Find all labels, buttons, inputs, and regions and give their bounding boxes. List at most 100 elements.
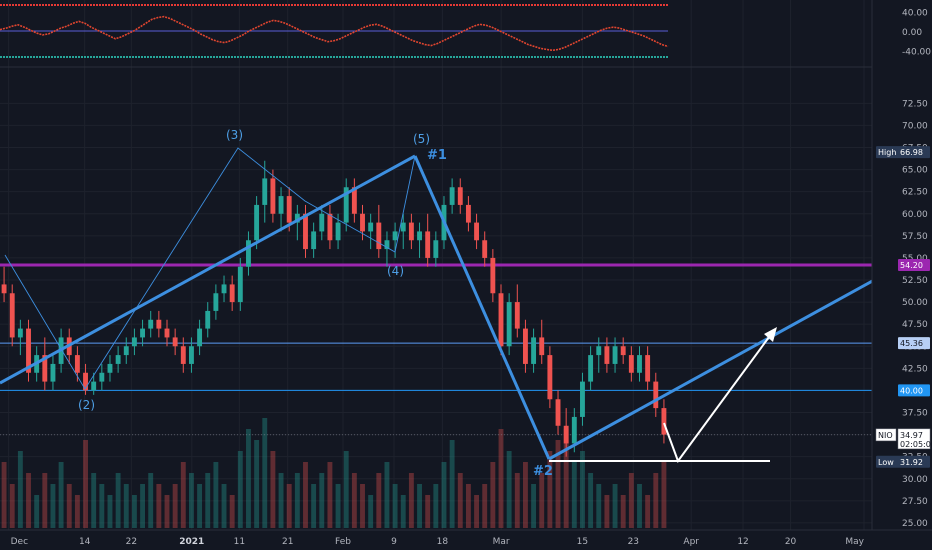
candle-body-55: [449, 187, 455, 205]
badge-high-label: High: [878, 148, 896, 157]
volume-bar-12: [99, 484, 105, 528]
volume-bar-38: [311, 484, 317, 528]
candle-body-5: [42, 355, 48, 382]
volume-bar-71: [580, 451, 585, 528]
candle-body-18: [148, 319, 154, 329]
volume-bar-53: [433, 484, 439, 528]
candle-body-80: [653, 381, 659, 409]
candle-body-22: [180, 346, 186, 364]
time-tick-11: 11: [234, 537, 245, 547]
volume-bar-40: [327, 462, 333, 528]
candle-body-33: [270, 178, 276, 214]
candle-body-48: [392, 231, 398, 241]
badge-level-40-00-bg: [898, 384, 930, 397]
time-tick-May: May: [845, 537, 864, 547]
candle-body-71: [580, 381, 585, 417]
trendline-falling: [413, 155, 551, 460]
time-tick-23: 23: [628, 537, 639, 547]
candle-body-44: [360, 213, 365, 232]
volume-bar-7: [58, 462, 64, 528]
candle-body-39: [319, 213, 325, 232]
volume-bar-79: [645, 495, 651, 528]
volume-bar-80: [653, 473, 659, 528]
volume-bar-46: [376, 473, 382, 528]
volume-bar-74: [604, 495, 610, 528]
volume-bar-2: [17, 451, 23, 528]
candle-body-42: [343, 187, 349, 223]
volume-bar-54: [441, 462, 447, 528]
candle-body-59: [482, 240, 488, 258]
volume-bar-34: [278, 473, 284, 528]
oscillator-panel: [0, 4, 669, 58]
volume-bar-39: [319, 473, 325, 528]
volume-bar-56: [457, 473, 463, 528]
projection-arrowhead: [764, 327, 777, 342]
candle-body-64: [522, 328, 528, 364]
volume-bar-24: [197, 484, 203, 528]
candle-body-58: [474, 222, 480, 241]
volume-bar-76: [620, 495, 626, 528]
volume-bar-8: [66, 484, 72, 528]
price-tick-8: 52.50: [902, 276, 928, 286]
time-tick-14: 14: [79, 537, 91, 547]
candle-body-25: [205, 310, 211, 329]
volume-bar-44: [360, 484, 365, 528]
candle-body-75: [612, 346, 618, 364]
wave-label-2: (2): [78, 398, 95, 412]
volume-bar-61: [498, 429, 504, 528]
volume-bar-5: [42, 473, 48, 528]
candle-body-13: [107, 363, 113, 373]
volume-bar-17: [140, 484, 146, 528]
volume-bar-9: [74, 495, 80, 528]
time-tick-21: 21: [282, 537, 293, 547]
candle-body-23: [188, 346, 194, 364]
volume-bar-22: [180, 462, 186, 528]
volume-bar-65: [531, 484, 537, 528]
price-tick-0: 72.50: [902, 99, 928, 109]
volume-bar-28: [229, 495, 235, 528]
volume-bar-3: [26, 473, 31, 528]
time-tick-Dec: Dec: [11, 537, 28, 547]
price-tick-9: 50.00: [902, 298, 928, 308]
volume-bar-16: [131, 495, 137, 528]
candle-body-50: [408, 222, 414, 241]
osc-tick-1: 0.00: [902, 28, 922, 38]
volume-bar-66: [539, 473, 545, 528]
candle-body-66: [539, 337, 545, 356]
volume-bar-57: [465, 484, 471, 528]
candle-body-37: [303, 213, 308, 250]
volume-bar-0: [1, 462, 7, 528]
candle-body-78: [637, 355, 642, 373]
volume-bar-52: [425, 495, 431, 528]
volume-bar-48: [392, 484, 398, 528]
volume-bar-59: [482, 484, 488, 528]
volume-bar-41: [335, 484, 341, 528]
candle-body-6: [50, 363, 56, 382]
price-tick-10: 47.50: [902, 320, 928, 330]
candle-body-72: [588, 355, 594, 382]
volume-bar-58: [474, 495, 480, 528]
volume-bar-51: [417, 484, 422, 528]
volume-bar-14: [115, 473, 121, 528]
volume-bar-43: [351, 473, 357, 528]
candle-body-79: [645, 355, 651, 382]
volume-bar-37: [303, 462, 308, 528]
candle-body-31: [254, 204, 260, 241]
time-tick-2021: 2021: [179, 537, 204, 547]
candle-body-52: [425, 231, 431, 258]
drawings: [0, 147, 897, 464]
candle-body-46: [376, 222, 382, 250]
volume-bar-68: [555, 440, 561, 528]
time-tick-Mar: Mar: [493, 537, 510, 547]
volume-bar-42: [343, 451, 349, 528]
marker-label-2: #2: [533, 464, 553, 479]
wave-label-4: (4): [387, 264, 404, 278]
badge-level-54-20-text: 54.20: [900, 261, 923, 270]
candle-body-26: [213, 293, 219, 311]
volume-bar-78: [637, 484, 642, 528]
volume-bar-36: [294, 473, 300, 528]
time-tick-22: 22: [126, 537, 137, 547]
volume-bar-73: [596, 484, 602, 528]
candle-body-69: [563, 425, 569, 444]
